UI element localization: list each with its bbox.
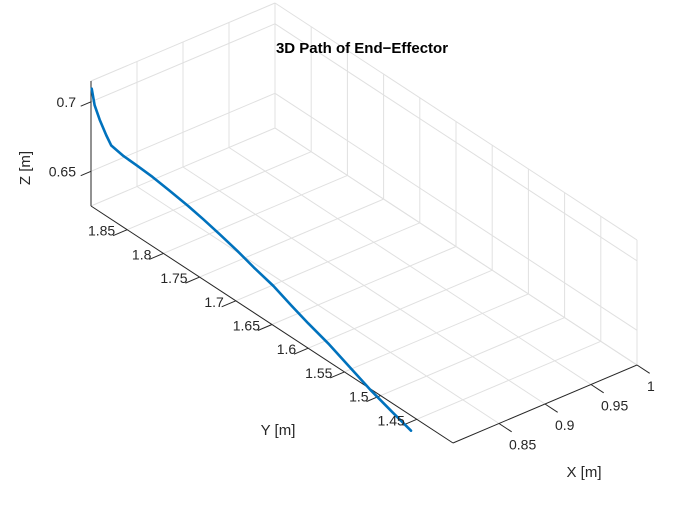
y-grid-line [380,317,565,397]
z-tick-mark [80,101,92,107]
y-tick-label: 1.45 [378,412,405,428]
y-grid-line [199,198,384,278]
series-layer [90,87,413,432]
y-tick-mark [330,371,345,379]
y-tick-mark [112,229,128,237]
z-tick-label: 0.65 [49,163,76,179]
pane-border [274,127,638,366]
pane-border [90,2,276,82]
pane-border [90,127,276,207]
pane-border [274,2,638,241]
grid-lines [90,2,638,424]
x-tick-mark [590,384,604,394]
y-tick-mark [149,252,164,260]
y-grid-line [271,246,457,325]
z-grid-line [274,23,638,262]
y-grid-line [416,340,601,420]
y-tick-label: 1.65 [233,318,260,334]
x-tick-label: 0.95 [601,398,628,414]
y-grid-line [127,151,312,231]
y-tick-label: 1.7 [204,294,224,310]
z-tick-label: 0.7 [57,94,77,110]
y-grid-line [344,293,529,373]
y-tick-label: 1.5 [349,389,369,405]
z-axis-label: Z [m] [17,151,34,185]
x-tick-label: 1 [647,378,655,394]
y-grid-line [308,269,493,349]
x-tick-label: 0.9 [555,417,575,433]
axes [80,81,650,444]
x-tick-label: 0.85 [509,437,536,453]
y-tick-mark [221,300,236,308]
x-tick-mark [498,423,512,433]
z-tick-mark [80,170,92,177]
y-tick-label: 1.75 [160,270,187,286]
z-grid-line [274,92,638,331]
y-tick-mark [185,276,200,284]
y-tick-label: 1.85 [88,223,115,239]
y-tick-label: 1.6 [277,341,297,357]
chart-title: 3D Path of End−Effector [276,40,448,57]
y-grid-line [163,174,348,254]
tick-labels: 0.85 0.9 0.95 1 1.45 1.5 1.55 1.6 1.65 1.7 1.75 1.8… [49,94,655,453]
y-tick-mark [257,324,273,331]
y-tick-mark [293,347,309,355]
z-grid-line [90,92,276,172]
x-tick-mark [544,403,558,413]
y-grid-line [235,222,420,302]
y-axis-label: Y [m] [261,422,296,439]
x-axis-label: X [m] [566,464,601,481]
y-tick-label: 1.55 [305,365,332,381]
end-effector-path-line [90,87,413,432]
y-tick-label: 1.8 [132,246,152,262]
z-grid-line [90,23,276,103]
x-tick-mark [636,364,650,374]
